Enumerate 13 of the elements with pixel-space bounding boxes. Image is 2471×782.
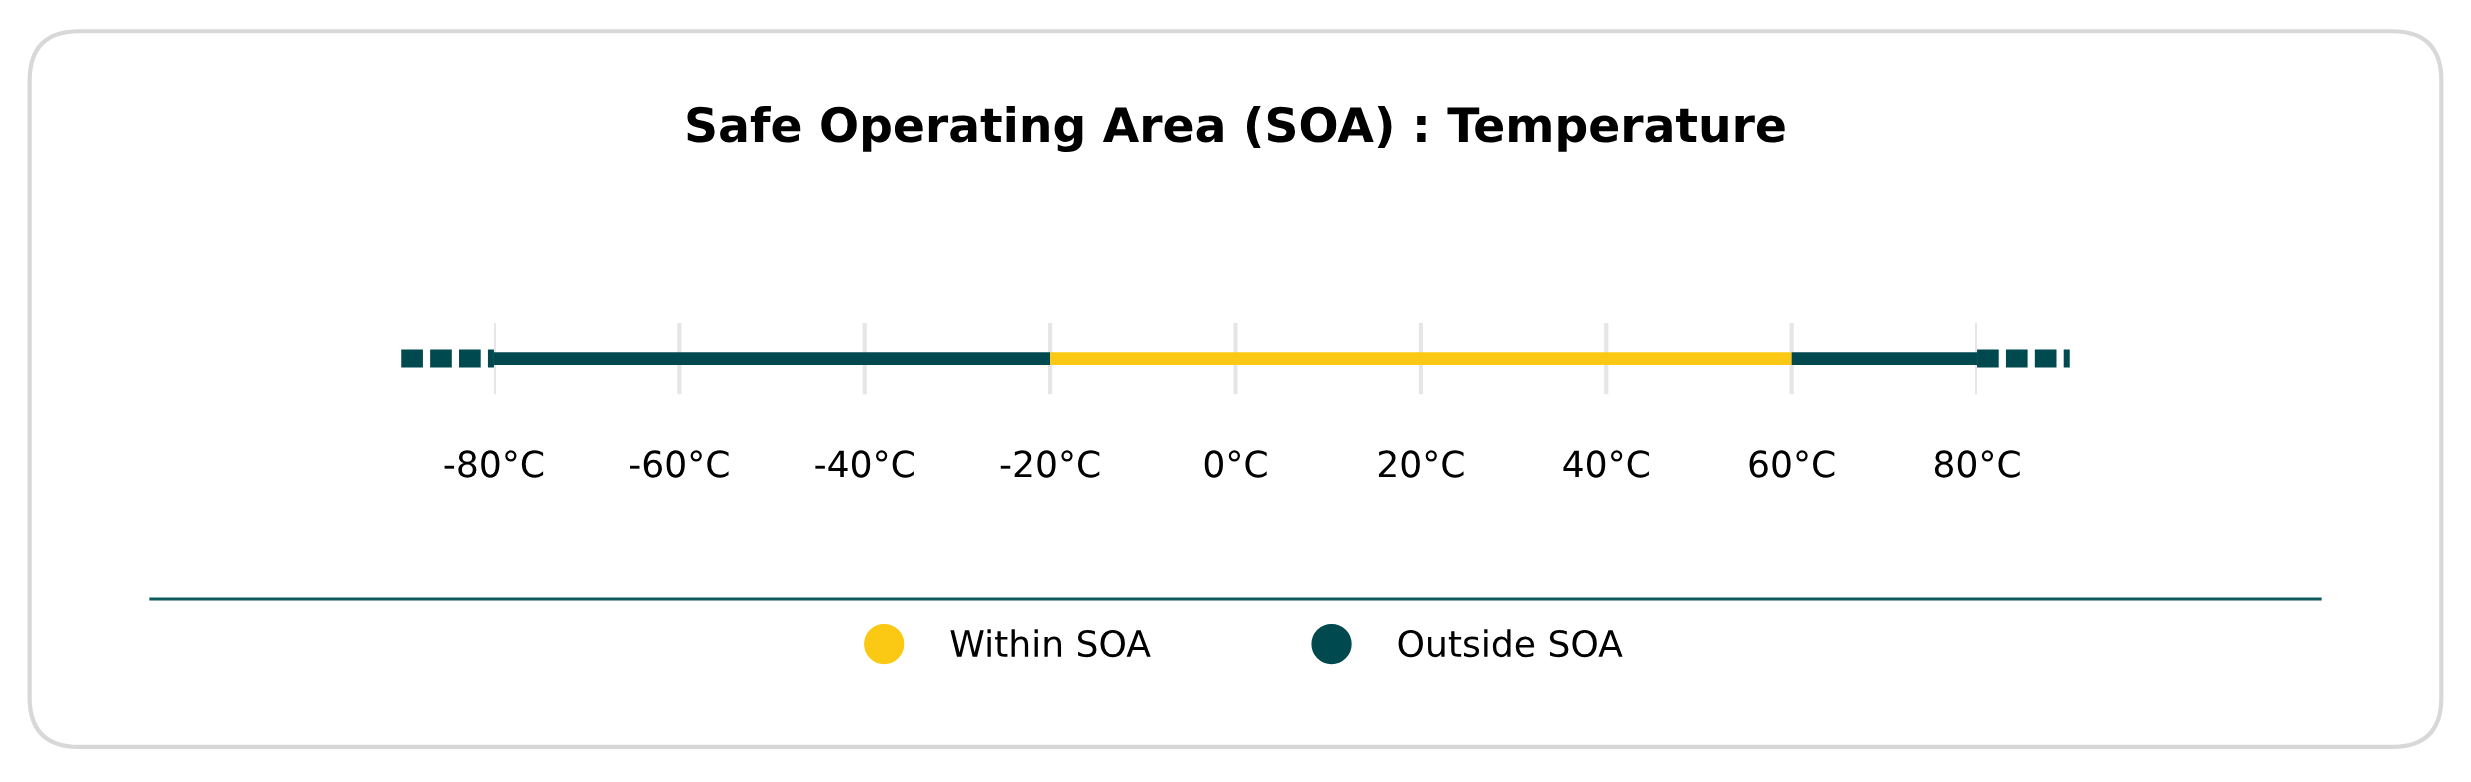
- bar: [1050, 352, 1792, 365]
- x-tick-label: -40°C: [815, 450, 914, 478]
- x-tick-label: -80°C: [444, 450, 544, 478]
- x-tick-label: 20°C: [1378, 450, 1464, 478]
- x-tick-label: -60°C: [629, 450, 729, 478]
- x-tick-label: 80°C: [1934, 450, 2020, 478]
- legend-label: Outside SOA: [1398, 629, 1623, 658]
- x-tick-label: 40°C: [1563, 450, 1649, 478]
- legend-label: Within SOA: [950, 629, 1151, 658]
- x-tick-label: 60°C: [1749, 450, 1835, 478]
- x-tick-label: -20°C: [1000, 450, 1100, 478]
- x-tick-label: 0°C: [1204, 450, 1267, 478]
- chart-title: Safe Operating Area (SOA) : Temperature: [687, 105, 1785, 153]
